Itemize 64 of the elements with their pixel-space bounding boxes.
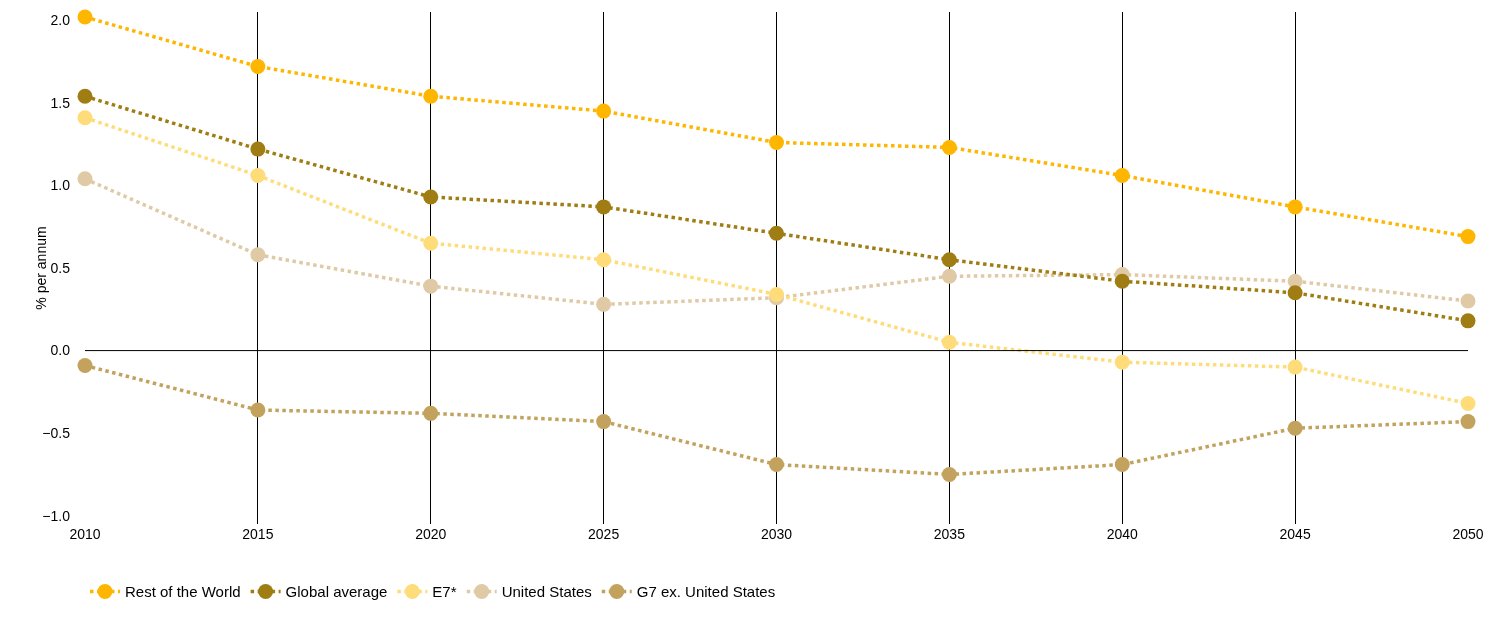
point <box>77 357 93 373</box>
point <box>77 88 93 104</box>
y-tick-label: −1.0 <box>42 507 71 524</box>
point <box>596 414 612 430</box>
point <box>77 110 93 126</box>
point <box>250 168 266 183</box>
point <box>1460 293 1476 309</box>
point <box>1287 199 1303 215</box>
legend-label: Global average <box>285 583 388 601</box>
point <box>769 457 784 473</box>
point <box>769 225 784 241</box>
point <box>1287 359 1303 375</box>
point <box>250 141 266 157</box>
x-tick-label: 2015 <box>242 526 274 542</box>
y-axis-title: % per annum <box>32 226 49 310</box>
point <box>1460 229 1476 245</box>
point <box>1460 313 1476 329</box>
point <box>250 59 266 74</box>
point <box>1287 420 1303 436</box>
point <box>423 405 439 421</box>
point <box>941 252 957 268</box>
y-tick-label: −0.5 <box>42 425 71 442</box>
x-tick-label: 2030 <box>760 526 793 542</box>
x-tick-label: 2050 <box>1452 526 1484 542</box>
point <box>596 296 612 312</box>
point <box>77 9 93 25</box>
x-tick-label: 2020 <box>415 526 447 542</box>
point <box>941 268 957 284</box>
y-tick-label: 1.0 <box>50 177 71 194</box>
point <box>941 466 957 482</box>
y-tick-label: 0.0 <box>50 342 71 359</box>
point <box>769 286 784 302</box>
point <box>1114 168 1130 183</box>
x-tick-label: 2035 <box>933 526 966 542</box>
x-tick-label: 2010 <box>69 526 101 542</box>
point <box>423 278 439 294</box>
x-tick-label: 2025 <box>588 526 620 542</box>
y-tick-label: 1.5 <box>50 94 71 111</box>
x-tick-label: 2045 <box>1279 526 1311 542</box>
legend-label: Rest of the World <box>125 583 241 601</box>
point <box>423 88 439 104</box>
point <box>596 103 612 119</box>
legend-label: United States <box>501 583 592 601</box>
point <box>423 235 439 251</box>
point <box>423 189 439 205</box>
point <box>250 247 266 263</box>
point <box>77 171 93 187</box>
point <box>941 139 957 155</box>
point <box>1114 273 1130 289</box>
y-tick-label: 2.0 <box>50 12 71 29</box>
point <box>596 199 612 215</box>
point <box>1460 395 1476 411</box>
point <box>1460 414 1476 430</box>
point <box>769 134 784 150</box>
point <box>941 334 957 350</box>
x-tick-label: 2040 <box>1106 526 1139 542</box>
y-tick-label: 0.5 <box>50 259 71 276</box>
point <box>250 402 266 418</box>
point <box>1114 354 1130 370</box>
point <box>1114 457 1130 473</box>
point <box>596 252 612 268</box>
point <box>1287 285 1303 301</box>
legend-label: E7* <box>432 583 457 601</box>
legend-label: G7 ex. United States <box>636 583 776 601</box>
